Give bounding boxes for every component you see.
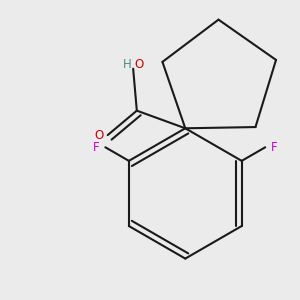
Text: H: H (123, 58, 132, 71)
Text: F: F (271, 141, 277, 154)
Text: O: O (94, 129, 103, 142)
Text: O: O (134, 58, 144, 71)
Text: F: F (93, 141, 100, 154)
